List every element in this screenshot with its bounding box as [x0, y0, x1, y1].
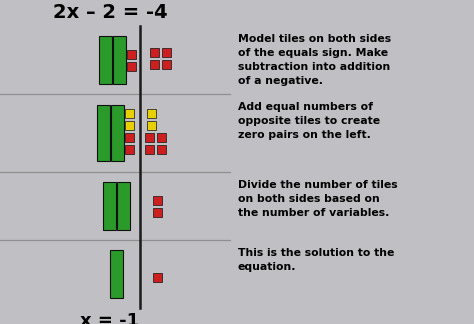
Bar [100, 36, 112, 84]
Text: Add equal numbers of
opposite tiles to create
zero pairs on the left.: Add equal numbers of opposite tiles to c… [238, 102, 380, 140]
Bar [154, 195, 163, 204]
Bar [103, 182, 117, 230]
Bar [126, 145, 135, 154]
Bar [147, 109, 156, 118]
Bar [111, 105, 125, 161]
Bar [157, 133, 166, 142]
Bar [157, 145, 166, 154]
Bar [128, 50, 137, 59]
Text: This is the solution to the
equation.: This is the solution to the equation. [238, 248, 394, 272]
Text: Model tiles on both sides
of the equals sign. Make
subtraction into addition
of : Model tiles on both sides of the equals … [238, 34, 391, 86]
Bar [126, 133, 135, 142]
Bar [126, 109, 135, 118]
Bar [126, 121, 135, 130]
Text: Divide the number of tiles
on both sides based on
the number of variables.: Divide the number of tiles on both sides… [238, 180, 398, 218]
Bar [151, 60, 159, 68]
Text: x = -1: x = -1 [81, 312, 139, 324]
Bar [146, 133, 155, 142]
Bar [154, 272, 163, 282]
Bar [118, 182, 130, 230]
Bar [98, 105, 110, 161]
Bar [110, 250, 124, 298]
Text: 2x – 2 = -4: 2x – 2 = -4 [53, 4, 167, 22]
Bar [113, 36, 127, 84]
Bar [128, 62, 137, 71]
Bar [163, 60, 172, 68]
Bar [154, 207, 163, 216]
Bar [163, 48, 172, 56]
Bar [147, 121, 156, 130]
Bar [146, 145, 155, 154]
Bar [151, 48, 159, 56]
